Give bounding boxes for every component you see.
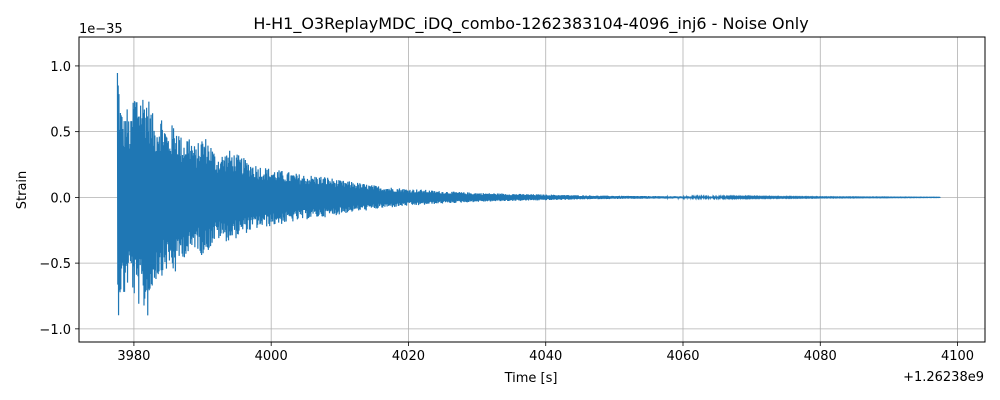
x-axis-ticks: 3980 4000 4020 4040 4060 4080 4100 bbox=[117, 342, 974, 364]
x-tick-label: 4060 bbox=[666, 349, 699, 364]
x-tick-label: 4080 bbox=[804, 349, 837, 364]
x-tick-label: 4000 bbox=[255, 349, 288, 364]
chart-title: H-H1_O3ReplayMDC_iDQ_combo-1262383104-40… bbox=[253, 14, 808, 34]
x-tick-label: 3980 bbox=[117, 349, 150, 364]
y-tick-label: 1.0 bbox=[50, 60, 71, 75]
x-tick-label: 4020 bbox=[392, 349, 425, 364]
y-tick-label: 0.5 bbox=[50, 126, 71, 141]
x-tick-label: 4100 bbox=[941, 349, 974, 364]
x-tick-label: 4040 bbox=[529, 349, 562, 364]
y-tick-label: −0.5 bbox=[39, 257, 71, 272]
y-tick-label: −1.0 bbox=[39, 323, 71, 338]
strain-signal bbox=[116, 72, 941, 316]
strain-series-line bbox=[116, 72, 941, 316]
y-axis-scale-label: 1e−35 bbox=[79, 22, 123, 37]
y-tick-label: 0.0 bbox=[50, 191, 71, 206]
plot-frame bbox=[78, 36, 986, 343]
y-axis-label: Strain bbox=[15, 171, 30, 210]
x-axis-offset-label: +1.26238e9 bbox=[903, 370, 984, 385]
y-axis-ticks: −1.0 −0.5 0.0 0.5 1.0 bbox=[39, 60, 79, 338]
x-axis-label: Time [s] bbox=[504, 371, 558, 386]
